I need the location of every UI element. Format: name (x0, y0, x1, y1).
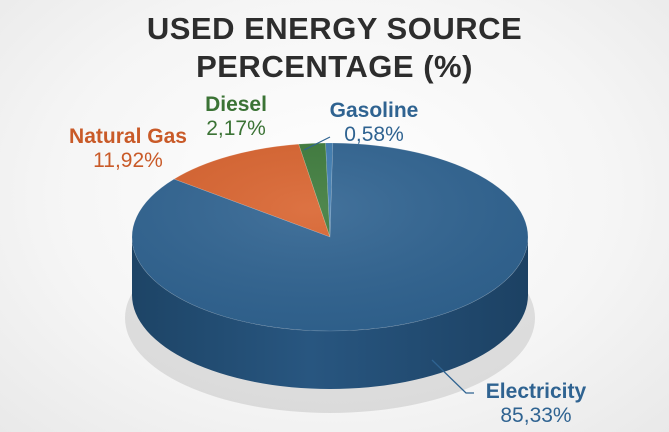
slice-label-gasoline: Gasoline (330, 99, 419, 122)
gasoline-leader-line (303, 136, 331, 151)
slice-value-natural-gas: 11,92% (93, 149, 163, 172)
pie-top-shading (132, 143, 528, 331)
slice-value-electricity: 85,33% (500, 404, 571, 427)
slice-label-electricity: Electricity (486, 380, 587, 403)
pie-side-wall (132, 237, 528, 389)
slice-value-gasoline: 0,58% (344, 123, 404, 146)
electricity-leader-line (431, 359, 474, 394)
slice-value-diesel: 2,17% (206, 117, 266, 140)
slice-label-natural-gas: Natural Gas (69, 125, 187, 148)
chart-title-line-1: USED ENERGY SOURCE (146, 11, 523, 46)
chart-title-line-2: PERCENTAGE (%) (196, 49, 473, 84)
slice-label-diesel: Diesel (205, 93, 267, 116)
